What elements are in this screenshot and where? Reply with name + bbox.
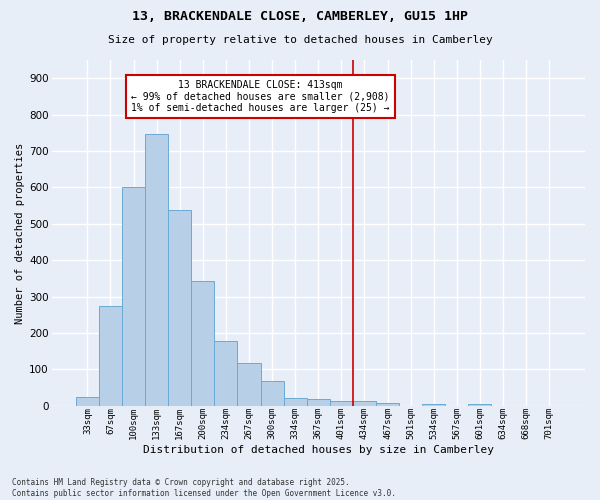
Bar <box>76 396 99 406</box>
Text: 13, BRACKENDALE CLOSE, CAMBERLEY, GU15 1HP: 13, BRACKENDALE CLOSE, CAMBERLEY, GU15 1… <box>132 10 468 23</box>
Bar <box>353 401 376 406</box>
Bar <box>330 401 353 406</box>
Bar <box>99 306 122 406</box>
Bar <box>469 404 491 406</box>
Text: Size of property relative to detached houses in Camberley: Size of property relative to detached ho… <box>107 35 493 45</box>
Bar <box>376 403 399 406</box>
Bar <box>168 210 191 406</box>
Bar <box>214 341 238 406</box>
Bar <box>422 404 445 406</box>
Bar <box>238 363 260 406</box>
Bar <box>284 398 307 406</box>
Text: 13 BRACKENDALE CLOSE: 413sqm
← 99% of detached houses are smaller (2,908)
1% of : 13 BRACKENDALE CLOSE: 413sqm ← 99% of de… <box>131 80 390 113</box>
X-axis label: Distribution of detached houses by size in Camberley: Distribution of detached houses by size … <box>143 445 494 455</box>
Text: Contains HM Land Registry data © Crown copyright and database right 2025.
Contai: Contains HM Land Registry data © Crown c… <box>12 478 396 498</box>
Bar <box>191 281 214 406</box>
Y-axis label: Number of detached properties: Number of detached properties <box>15 142 25 324</box>
Bar <box>307 398 330 406</box>
Bar <box>260 381 284 406</box>
Bar <box>145 134 168 406</box>
Bar <box>122 188 145 406</box>
